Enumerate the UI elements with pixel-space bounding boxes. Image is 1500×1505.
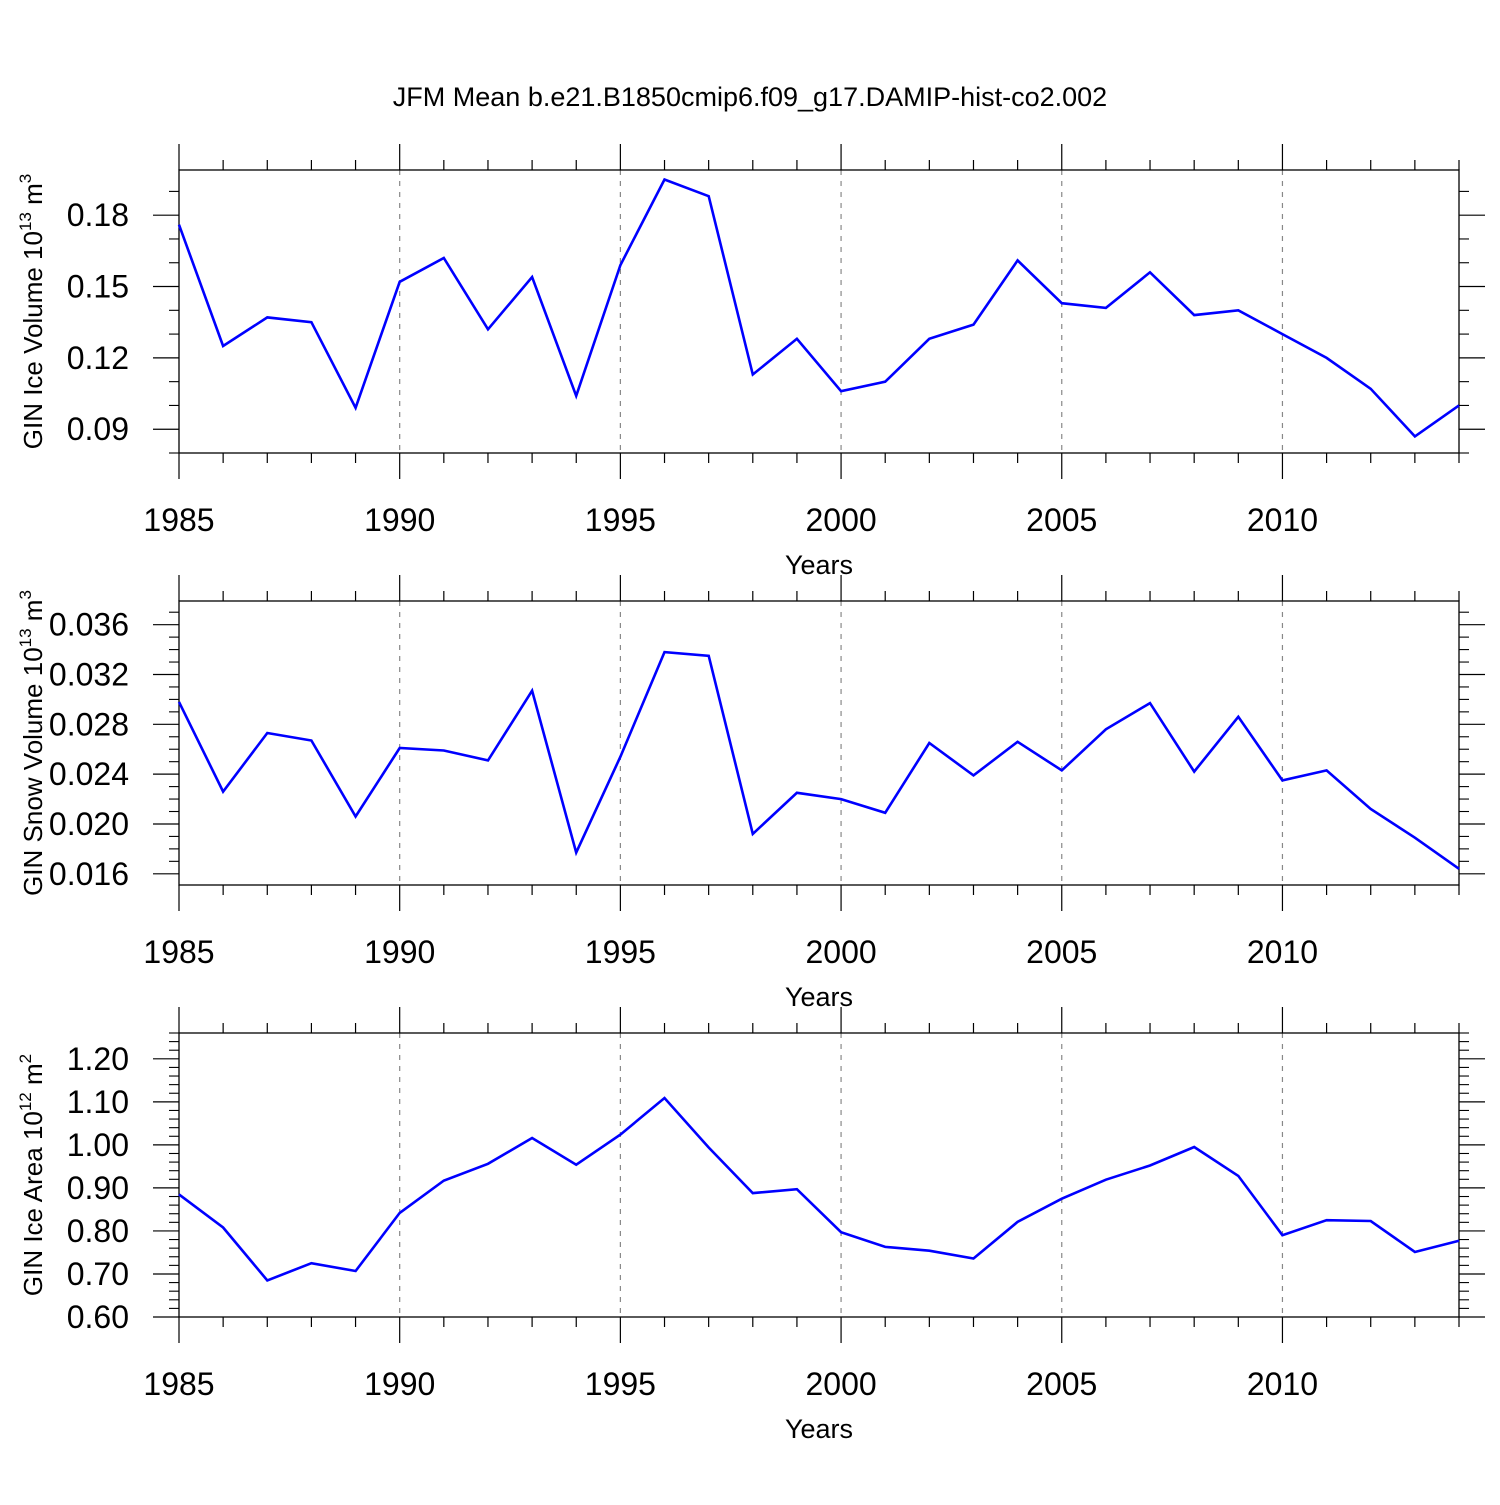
- x-tick-label: 2005: [1026, 934, 1097, 970]
- y-axis-label-text: GIN Snow Volume 10: [18, 647, 48, 896]
- y-tick-label: 0.15: [67, 269, 129, 305]
- y-tick-label: 0.020: [49, 806, 129, 842]
- x-axis-label: Years: [785, 1414, 853, 1444]
- x-tick-label: 2010: [1247, 934, 1318, 970]
- y-axis-label-text: GIN Ice Volume 10: [18, 231, 48, 449]
- x-tick-label: 1985: [143, 502, 214, 538]
- x-tick-label: 2005: [1026, 1366, 1097, 1402]
- x-tick-label: 1990: [364, 1366, 435, 1402]
- x-tick-label: 1990: [364, 502, 435, 538]
- x-tick-label: 1985: [143, 934, 214, 970]
- y-tick-label: 0.016: [49, 856, 129, 892]
- y-tick-label: 0.12: [67, 340, 129, 376]
- y-tick-label: 0.024: [49, 756, 129, 792]
- x-tick-label: 2000: [805, 934, 876, 970]
- x-tick-label: 2010: [1247, 1366, 1318, 1402]
- series-line: [178, 1096, 1460, 1282]
- y-axis-label-superscript: 13: [16, 628, 35, 647]
- y-axis-label: GIN Ice Area 1012 m2: [16, 1054, 48, 1296]
- y-axis-label: GIN Snow Volume 1013 m3: [16, 590, 48, 896]
- y-axis-label-superscript: 3: [16, 590, 35, 599]
- y-axis-label-superscript: 13: [16, 212, 35, 231]
- y-tick-label: 0.80: [67, 1213, 129, 1249]
- x-tick-label: 2010: [1247, 502, 1318, 538]
- y-axis-label-text: GIN Ice Area 10: [18, 1111, 48, 1296]
- x-tick-label: 2005: [1026, 502, 1097, 538]
- x-tick-label: 1995: [585, 1366, 656, 1402]
- x-axis-label: Years: [785, 982, 853, 1012]
- y-tick-label: 1.00: [67, 1127, 129, 1163]
- plot-frame: [178, 1032, 1460, 1318]
- y-tick-label: 1.20: [67, 1041, 129, 1077]
- y-tick-label: 0.09: [67, 411, 129, 447]
- x-axis-label: Years: [785, 550, 853, 580]
- x-tick-label: 1995: [585, 934, 656, 970]
- series-line: [177, 177, 1460, 439]
- plot-frame: [178, 600, 1460, 886]
- x-tick-label: 1985: [143, 1366, 214, 1402]
- series-line: [177, 650, 1460, 870]
- y-tick-label: 0.60: [67, 1299, 129, 1335]
- y-tick-label: 0.036: [49, 607, 129, 643]
- y-tick-label: 1.10: [67, 1084, 129, 1120]
- y-tick-label: 0.032: [49, 656, 129, 692]
- x-tick-label: 1995: [585, 502, 656, 538]
- figure-title: JFM Mean b.e21.B1850cmip6.f09_g17.DAMIP-…: [393, 82, 1107, 112]
- panel-1: 0.09 0.12 0.15 0.18 1985 1990 1995 2000 2005 2010…: [16, 144, 1485, 580]
- x-tick-label: 2000: [805, 1366, 876, 1402]
- plot-frame: [178, 169, 1460, 454]
- y-axis-label-text: m: [18, 183, 48, 212]
- x-tick-label: 1990: [364, 934, 435, 970]
- y-tick-label: 0.90: [67, 1170, 129, 1206]
- y-tick-label: 0.70: [67, 1256, 129, 1292]
- y-axis-label-superscript: 12: [16, 1092, 35, 1111]
- panel-2: 0.016 0.020 0.024 0.028 0.032 0.036 1985 1990 19…: [16, 575, 1485, 1012]
- y-axis-label-text: m: [18, 600, 48, 629]
- y-tick-label: 0.028: [49, 706, 129, 742]
- y-tick-label: 0.18: [67, 197, 129, 233]
- y-axis-label-text: m: [18, 1063, 48, 1092]
- y-axis-label-superscript: 2: [16, 1054, 35, 1063]
- y-axis-label-superscript: 3: [16, 174, 35, 183]
- y-axis-label: GIN Ice Volume 1013 m3: [16, 174, 48, 450]
- x-tick-label: 2000: [805, 502, 876, 538]
- panel-3: 0.60 0.70 0.80 0.90 1.00 1.10 1.20 1985 1990 1995…: [16, 1007, 1485, 1444]
